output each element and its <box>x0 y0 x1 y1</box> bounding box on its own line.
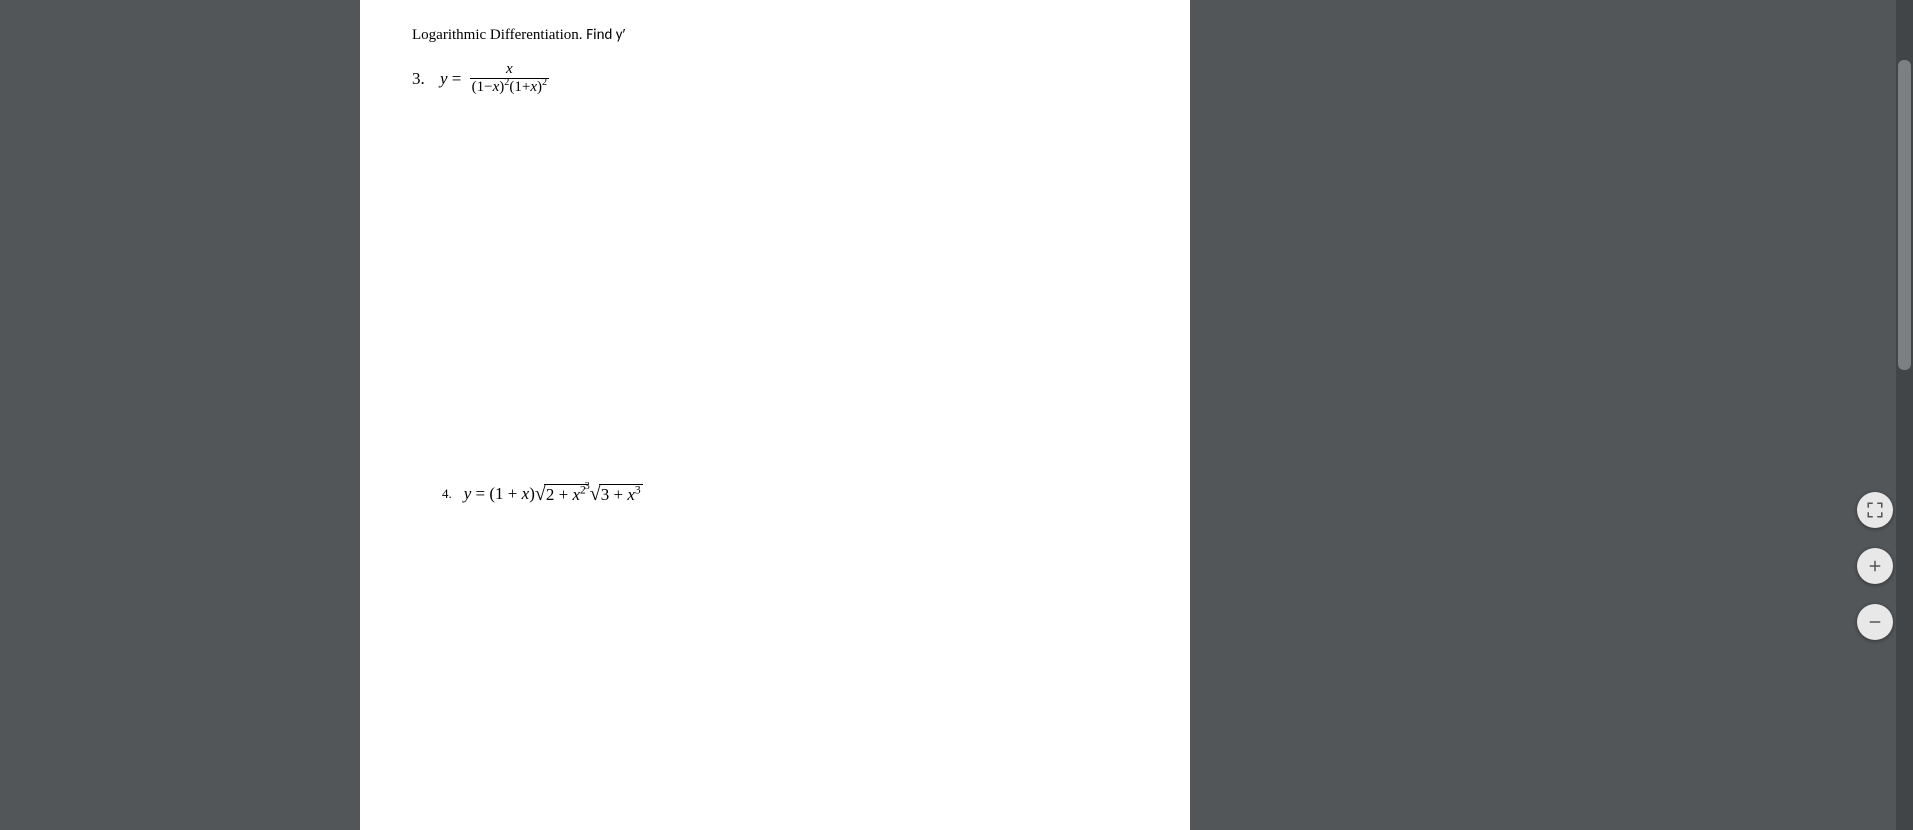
problem-number: 4. <box>442 486 452 504</box>
scrollbar-thumb[interactable] <box>1898 60 1911 370</box>
problem-3: 3. y = x (1−x)2(1+x)2 <box>412 62 1138 96</box>
scrollbar-track[interactable] <box>1896 0 1913 830</box>
root-index: 3 <box>585 481 590 492</box>
zoom-in-button[interactable] <box>1857 548 1893 584</box>
numerator: x <box>504 62 515 78</box>
denom-part-b: (1+x)2 <box>509 79 547 95</box>
problem-number: 3. <box>412 69 440 89</box>
radicand-1: 2 + x2 <box>544 484 588 505</box>
fraction: x (1−x)2(1+x)2 <box>470 62 549 96</box>
fit-page-icon <box>1866 501 1884 519</box>
sqrt-2: 3 √ 3 + x3 <box>590 484 643 505</box>
problem-4: 4. y = (1 + x) √ 2 + x2 3 √ 3 + x3 <box>442 484 1138 505</box>
lhs: y = <box>464 484 490 504</box>
zoom-controls <box>1857 492 1893 640</box>
plus-icon <box>1866 557 1884 575</box>
zoom-out-button[interactable] <box>1857 604 1893 640</box>
lhs: y = <box>440 69 466 89</box>
instruction-text: Find y′ <box>586 26 625 44</box>
sqrt-1: √ 2 + x2 <box>535 484 588 505</box>
equation-4: y = (1 + x) √ 2 + x2 3 √ 3 + x3 <box>464 484 643 505</box>
document-page: Logarithmic Differentiation. Find y′ 3. … <box>360 0 1190 830</box>
topic-text: Logarithmic Differentiation. <box>412 27 583 43</box>
denominator: (1−x)2(1+x)2 <box>470 78 549 96</box>
denom-part-a: (1−x)2 <box>472 79 510 95</box>
radicand-2: 3 + x3 <box>599 484 643 505</box>
equation-3: y = x (1−x)2(1+x)2 <box>440 62 549 96</box>
factor-1: (1 + x) <box>489 484 534 504</box>
section-heading: Logarithmic Differentiation. Find y′ <box>412 26 1138 44</box>
minus-icon <box>1866 613 1884 631</box>
problem-4-container: 4. y = (1 + x) √ 2 + x2 3 √ 3 + x3 <box>412 484 1138 505</box>
fit-page-button[interactable] <box>1857 492 1893 528</box>
